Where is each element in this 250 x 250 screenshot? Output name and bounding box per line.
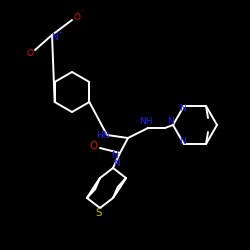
Text: N: N <box>114 160 120 168</box>
Text: N: N <box>178 136 186 145</box>
Text: N: N <box>52 34 59 42</box>
Text: N: N <box>166 116 173 126</box>
Text: N: N <box>112 152 118 160</box>
Text: NH: NH <box>139 116 153 126</box>
Text: O: O <box>26 48 34 58</box>
Text: O: O <box>90 141 98 151</box>
Text: O: O <box>74 12 80 22</box>
Text: N: N <box>178 104 186 114</box>
Text: ⁻: ⁻ <box>80 8 84 16</box>
Text: +: + <box>58 30 62 35</box>
Text: HN: HN <box>96 130 110 140</box>
Text: S: S <box>96 208 102 218</box>
